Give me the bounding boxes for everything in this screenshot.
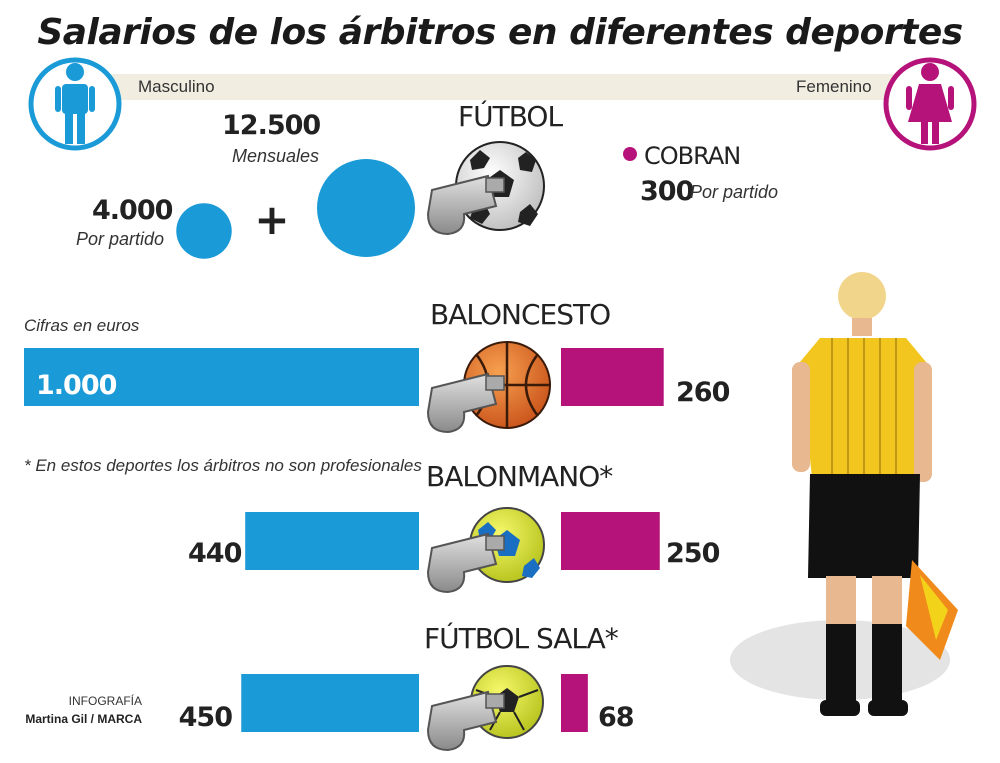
credit-line1: INFOGRAFÍA	[68, 694, 142, 708]
bar-futbol-sala-female	[561, 674, 588, 732]
male-label: Masculino	[138, 77, 215, 96]
man-icon	[28, 57, 122, 151]
futbol-per-match-caption: Por partido	[76, 229, 165, 249]
female-dot-icon	[623, 147, 637, 161]
futbol-female-value: 300	[640, 176, 694, 207]
futbol-monthly-value: 12.500	[222, 110, 321, 141]
value-label-balonmano-female: 250	[666, 538, 720, 569]
woman-icon	[883, 57, 977, 151]
value-label-baloncesto-female: 260	[676, 377, 730, 408]
value-label-baloncesto-male: 1.000	[36, 370, 117, 401]
futbol-per-match-value: 4.000	[92, 195, 173, 226]
futbol-monthly-caption: Mensuales	[232, 146, 320, 166]
futbol-monthly-circle	[317, 159, 415, 257]
category-label-futbol: FÚTBOL	[458, 100, 563, 133]
value-label-balonmano-male: 440	[188, 538, 242, 569]
female-label: Femenino	[796, 77, 872, 96]
bar-futbol-sala-male	[241, 674, 419, 732]
whistle-icon	[426, 372, 505, 434]
futbol-female-lead: COBRAN	[644, 142, 741, 170]
bar-balonmano-male	[245, 512, 419, 570]
bar-balonmano-female	[561, 512, 660, 570]
whistle-icon	[426, 174, 505, 236]
category-label-balonmano: BALONMANO*	[426, 460, 613, 493]
value-label-futbol-sala-female: 68	[598, 702, 635, 733]
referee-photo	[730, 272, 958, 716]
bar-baloncesto-male	[24, 348, 419, 406]
value-label-futbol-sala-male: 450	[178, 702, 233, 733]
futbol-female-caption: Por partido	[690, 182, 779, 202]
units-note: Cifras en euros	[24, 316, 140, 335]
gender-band	[80, 74, 920, 100]
category-label-baloncesto: BALONCESTO	[430, 298, 611, 331]
whistle-icon	[426, 532, 505, 594]
category-label-futbol-sala: FÚTBOL SALA*	[424, 622, 619, 655]
footnote: * En estos deportes los árbitros no son …	[24, 456, 422, 475]
chart-title: Salarios de los árbitros en diferentes d…	[37, 12, 963, 53]
futbol-plus-sign: +	[254, 195, 289, 244]
futbol-per-match-circle	[176, 203, 232, 259]
credit-line2: Martina Gil / MARCA	[25, 712, 142, 726]
whistle-icon	[426, 690, 505, 752]
bar-baloncesto-female	[561, 348, 664, 406]
